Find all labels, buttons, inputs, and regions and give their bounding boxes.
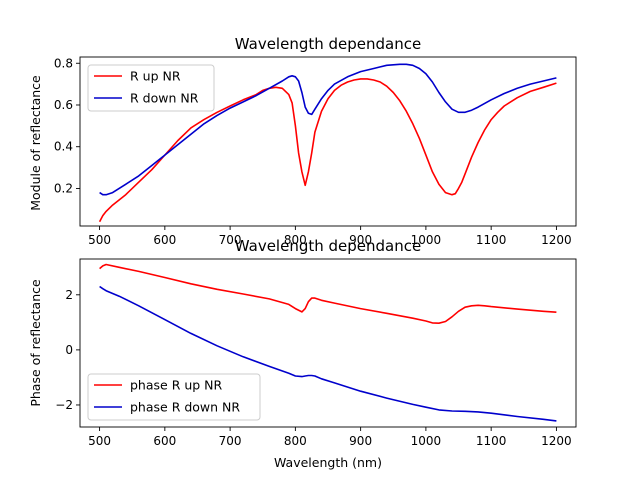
series-line-2 (99, 63, 557, 196)
axes-frame (79, 258, 577, 428)
y-tick-label: 0.8 (54, 56, 73, 70)
x-tick-label: 1100 (476, 233, 507, 247)
x-tick-label: 1000 (411, 233, 442, 247)
legend: R up NR R down NR (87, 64, 215, 112)
legend-label: R up NR (130, 69, 181, 84)
legend-box (87, 373, 261, 421)
x-tick-label: 1100 (476, 434, 507, 448)
y-tick-label: 2 (65, 288, 73, 302)
y-tick-label: −2 (55, 398, 73, 412)
series-line-2 (99, 285, 557, 422)
legend-label: phase R down NR (130, 400, 240, 415)
x-tick-label: 800 (284, 434, 307, 448)
y-tick-label: 0 (65, 343, 73, 357)
chart-title: Wavelength dependance (235, 237, 421, 255)
chart-title: Wavelength dependance (235, 35, 421, 53)
legend-label: phase R up NR (130, 378, 223, 393)
x-tick-label: 700 (219, 233, 242, 247)
series-line-1 (99, 263, 557, 325)
x-tick-label: 800 (284, 233, 307, 247)
x-tick-label: 900 (349, 233, 372, 247)
axes-frame (79, 56, 577, 227)
series-line-1 (98, 78, 557, 223)
legend-label: R down NR (130, 91, 199, 106)
x-tick-label: 700 (219, 434, 242, 448)
x-axis-label: Wavelength (nm) (274, 455, 382, 470)
plot-area: 500 600 700 800 900 1000 1100 1200 −2 0 2 phase R u… (55, 258, 577, 448)
x-tick-label: 900 (349, 434, 372, 448)
y-axis-label: Phase of reflectance (28, 279, 43, 407)
x-tick-label: 500 (88, 233, 111, 247)
x-tick-label: 1000 (411, 434, 442, 448)
module-reflectance-panel: Wavelength dependance Module of reflecta… (28, 35, 577, 247)
x-tick-label: 500 (88, 434, 111, 448)
x-tick-label: 1200 (541, 233, 572, 247)
plot-area: 500 600 700 800 900 1000 1100 1200 0.2 0.4 0.6 0.8 R… (54, 56, 577, 247)
x-tick-label: 1200 (541, 434, 572, 448)
y-tick-label: 0.2 (54, 181, 73, 195)
y-tick-label: 0.4 (54, 140, 73, 154)
legend: phase R up NR phase R down NR (87, 373, 261, 421)
x-tick-label: 600 (153, 233, 176, 247)
y-tick-label: 0.6 (54, 98, 73, 112)
phase-reflectance-panel: Wavelength dependance Phase of reflectan… (28, 237, 577, 470)
y-axis-label: Module of reflectance (28, 75, 43, 211)
x-tick-label: 600 (153, 434, 176, 448)
